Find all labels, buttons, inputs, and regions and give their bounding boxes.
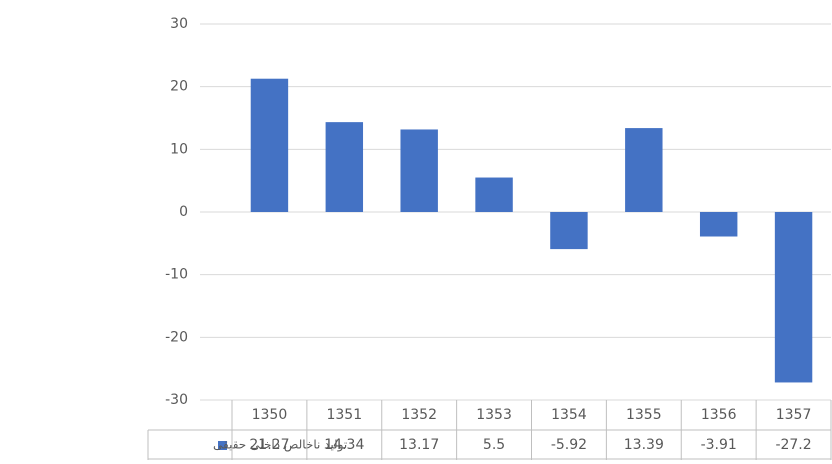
- bar: [400, 129, 437, 212]
- y-tick-label: 30: [170, 16, 188, 32]
- bar: [775, 212, 812, 382]
- y-tick-label: 10: [170, 141, 188, 157]
- x-tick-label: 1357: [776, 407, 812, 423]
- y-tick-label: -30: [165, 392, 188, 408]
- x-tick-label: 1354: [551, 407, 587, 423]
- table-value: -27.2: [775, 437, 811, 453]
- x-tick-label: 1350: [252, 407, 288, 423]
- bar: [625, 128, 662, 212]
- bar: [550, 212, 587, 249]
- bar: [326, 122, 363, 212]
- legend-label: تولید ناخالص داخلی حقیقی: [213, 438, 347, 453]
- y-tick-label: -10: [165, 267, 188, 283]
- y-tick-label: -20: [165, 329, 188, 345]
- y-tick-label: 20: [170, 79, 188, 95]
- y-tick-label: 0: [179, 204, 188, 220]
- bar: [251, 79, 288, 212]
- table-value: 13.17: [399, 437, 439, 453]
- x-tick-label: 1351: [326, 407, 362, 423]
- table-value: 5.5: [483, 437, 505, 453]
- bar: [475, 178, 512, 212]
- chart: -30-20-10010203021.2714.3413.175.5-5.921…: [0, 0, 832, 464]
- x-tick-label: 1355: [626, 407, 662, 423]
- table-value: 13.39: [624, 437, 664, 453]
- bar: [700, 212, 737, 237]
- x-tick-label: 1353: [476, 407, 512, 423]
- table-value: -5.92: [551, 437, 587, 453]
- table-value: -3.91: [701, 437, 737, 453]
- x-tick-label: 1356: [701, 407, 737, 423]
- x-tick-label: 1352: [401, 407, 437, 423]
